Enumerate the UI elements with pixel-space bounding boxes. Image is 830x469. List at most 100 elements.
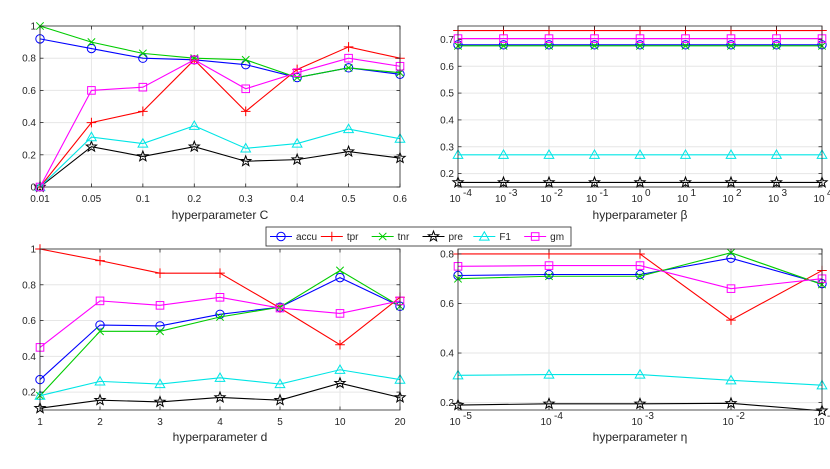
y-tick-label: 0.6 xyxy=(22,86,36,97)
x-tick-label: 10 xyxy=(722,417,734,428)
legend-label: gm xyxy=(550,232,564,243)
data-point-accu xyxy=(635,40,645,50)
data-point-tnr xyxy=(241,55,250,64)
y-tick-label: 0.4 xyxy=(22,352,36,363)
y-tick-label: 0 xyxy=(30,183,36,194)
y-tick-label: 0.2 xyxy=(22,388,36,399)
x-tick-label: 1 xyxy=(37,417,43,428)
legend-item-F1: F1 xyxy=(473,230,511,243)
data-point-accu xyxy=(635,269,645,280)
x-tick-label: 0.01 xyxy=(30,194,50,205)
y-tick-label: 0.8 xyxy=(22,280,36,291)
x-tick-label: 0.3 xyxy=(239,194,253,205)
x-tick-label: 3 xyxy=(157,417,163,428)
x-tick-label: 10 xyxy=(449,194,461,205)
series-line-gm xyxy=(39,296,401,348)
data-point-F1 xyxy=(291,137,303,148)
data-point-tpr xyxy=(343,42,354,52)
legend-item-tnr: tnr xyxy=(371,232,410,243)
data-point-tnr xyxy=(499,41,508,50)
data-point-F1 xyxy=(334,363,346,374)
panel-beta: 10-410-310-210-11001011021031040.20.30.4… xyxy=(440,25,830,222)
x-axis-label: hyperparameter β xyxy=(593,208,688,222)
legend-label: tnr xyxy=(398,232,410,243)
panel-eta: 10-510-410-310-210-10.20.40.60.8hyperpar… xyxy=(440,248,830,444)
legend-label: tpr xyxy=(347,232,359,243)
series-gm xyxy=(453,261,827,293)
y-tick-label: 0.5 xyxy=(440,89,454,100)
x-tick-label: 5 xyxy=(277,417,283,428)
data-point-F1 xyxy=(274,378,286,389)
data-point-gm xyxy=(726,34,736,43)
data-point-accu xyxy=(726,253,736,263)
x-tick-label: 2 xyxy=(97,417,103,428)
data-point-tpr xyxy=(240,106,251,117)
data-point-F1 xyxy=(342,123,355,134)
legend-item-accu: accu xyxy=(270,231,317,243)
data-point-tnr xyxy=(155,327,165,336)
x-tick-label: 10 xyxy=(677,194,689,205)
series-tnr xyxy=(453,248,827,289)
data-point-gm xyxy=(241,84,251,94)
data-point-pre xyxy=(213,390,227,404)
series-F1 xyxy=(34,363,406,400)
legend-marker-tnr xyxy=(378,232,387,241)
data-point-F1 xyxy=(634,368,646,379)
data-point-F1 xyxy=(137,137,149,148)
data-point-F1 xyxy=(240,142,252,153)
x-tick-exponent: 0 xyxy=(645,188,651,199)
data-point-pre xyxy=(136,149,150,162)
x-tick-label: 4 xyxy=(217,417,223,428)
axes-box xyxy=(39,25,401,188)
y-tick-label: 1 xyxy=(30,245,36,256)
data-point-accu xyxy=(86,43,97,54)
data-point-gm xyxy=(95,296,105,306)
y-tick-label: 0.7 xyxy=(440,35,454,46)
data-point-gm xyxy=(189,55,199,65)
legend-label: accu xyxy=(296,232,317,243)
data-point-pre xyxy=(633,396,647,410)
data-point-gm xyxy=(138,82,148,92)
data-point-pre xyxy=(290,152,304,166)
x-tick-exponent: -5 xyxy=(463,411,472,422)
data-point-pre xyxy=(342,144,356,158)
data-point-pre xyxy=(93,393,107,406)
data-point-pre xyxy=(333,376,347,389)
data-point-pre xyxy=(542,396,556,410)
x-tick-label: 10 xyxy=(813,417,825,428)
data-point-F1 xyxy=(543,368,555,379)
data-point-F1 xyxy=(634,148,646,159)
x-axis-label: hyperparameter d xyxy=(173,430,268,444)
series-F1 xyxy=(452,148,828,159)
x-tick-label: 0.6 xyxy=(393,194,407,205)
y-tick-label: 0.8 xyxy=(22,54,36,65)
data-point-F1 xyxy=(588,148,601,159)
x-tick-label: 10 xyxy=(768,194,780,205)
x-tick-label: 10 xyxy=(586,194,598,205)
series-line-tnr xyxy=(39,25,401,79)
x-tick-exponent: -3 xyxy=(645,411,654,422)
data-point-tnr xyxy=(772,41,781,50)
data-point-tnr xyxy=(726,41,736,50)
data-point-accu xyxy=(155,321,165,331)
series-line-accu xyxy=(39,277,401,380)
data-point-tnr xyxy=(544,41,554,50)
data-point-tpr xyxy=(86,117,97,128)
series-tnr xyxy=(453,41,827,50)
x-tick-label: 10 xyxy=(813,194,825,205)
data-point-pre xyxy=(187,139,201,153)
x-tick-exponent: -2 xyxy=(736,411,745,422)
data-point-gm xyxy=(335,309,345,318)
data-point-gm xyxy=(635,261,645,270)
data-point-gm xyxy=(726,284,736,293)
data-point-F1 xyxy=(214,371,226,382)
data-point-tnr xyxy=(635,272,645,281)
data-point-accu xyxy=(215,309,225,319)
y-tick-label: 0.6 xyxy=(440,62,454,73)
x-tick-exponent: -2 xyxy=(554,188,563,199)
data-point-accu xyxy=(544,269,554,280)
data-point-pre xyxy=(153,395,167,408)
series-line-F1 xyxy=(457,374,823,386)
data-point-accu xyxy=(589,40,600,50)
